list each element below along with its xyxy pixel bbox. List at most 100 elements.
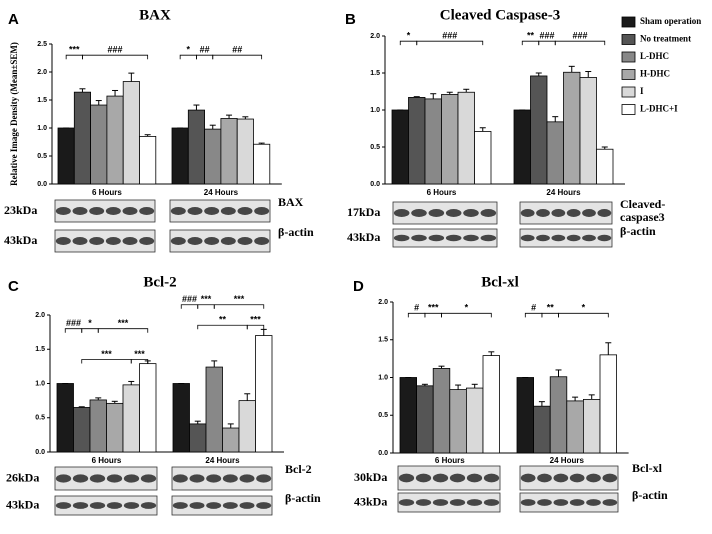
bar xyxy=(432,368,451,454)
bar xyxy=(253,143,271,185)
blot-band xyxy=(483,473,500,483)
x-tick-label: 24 Hours xyxy=(550,456,585,465)
blot-band xyxy=(483,499,500,506)
significance-label: * xyxy=(465,303,469,313)
blot-band xyxy=(551,234,566,242)
blot-band xyxy=(254,237,270,245)
bar xyxy=(238,400,256,453)
significance-bracket xyxy=(538,40,556,46)
blot-band xyxy=(393,234,410,242)
significance-label: *** xyxy=(250,315,261,325)
blot-protein: β-actin xyxy=(285,492,321,505)
significance-bracket xyxy=(424,312,442,318)
significance-label: # xyxy=(414,303,419,313)
blot-protein: β-actin xyxy=(632,489,668,502)
bar xyxy=(139,363,157,453)
bar xyxy=(73,407,91,453)
blot-band xyxy=(428,234,445,242)
blot-image xyxy=(519,228,613,248)
blot-band xyxy=(480,209,497,217)
y-tick-label: 1.0 xyxy=(35,380,45,387)
y-tick-label: 0.5 xyxy=(35,415,45,422)
blot-band xyxy=(569,473,585,483)
blot-image xyxy=(171,466,273,491)
blot-band xyxy=(187,207,203,215)
blot-protein-label: β-actin xyxy=(278,226,314,239)
bar xyxy=(583,398,601,454)
blot-kda: 43kDa xyxy=(6,497,39,511)
y-tick-label: 0.0 xyxy=(378,450,388,457)
bar xyxy=(482,355,501,454)
blot-kda: 43kDa xyxy=(354,494,387,508)
blot-kda: 26kDa xyxy=(6,470,39,484)
blot-band xyxy=(55,474,72,483)
chart-title: Bcl-2 xyxy=(143,274,176,290)
blot-band xyxy=(415,499,432,506)
significance-bracket xyxy=(441,312,492,318)
blot-band xyxy=(204,207,220,215)
blot-band xyxy=(411,209,427,217)
blot-band xyxy=(256,474,272,483)
blot-protein: β-actin xyxy=(620,225,656,238)
y-tick-label: 0.5 xyxy=(370,144,380,151)
significance-label: ### xyxy=(442,31,457,41)
bar xyxy=(255,335,273,453)
blot-protein-label: β-actin xyxy=(285,492,321,505)
significance-label: *** xyxy=(134,349,145,359)
y-tick-label: 0.0 xyxy=(37,181,47,188)
legend-swatch xyxy=(621,86,636,98)
blot-image xyxy=(392,201,498,225)
y-tick-label: 1.0 xyxy=(378,374,388,381)
blot-band xyxy=(536,209,550,217)
legend-label: I xyxy=(640,86,644,96)
blot-band xyxy=(411,234,427,242)
chart-title: BAX xyxy=(139,7,171,23)
blot-band xyxy=(189,502,205,509)
blot-image xyxy=(519,465,619,491)
blot-band xyxy=(398,473,415,483)
legend-swatch xyxy=(621,51,636,63)
blot-protein: BAX xyxy=(278,196,304,209)
blot-band xyxy=(582,234,596,242)
bar xyxy=(513,109,531,185)
legend-swatch xyxy=(621,104,636,115)
bar xyxy=(457,91,475,185)
blot-band xyxy=(445,209,462,217)
blot-band xyxy=(520,234,535,242)
significance-bracket xyxy=(179,54,197,60)
significance-label: * xyxy=(582,303,586,313)
x-tick-label: 24 Hours xyxy=(204,188,239,197)
blot-band xyxy=(553,473,569,483)
legend-label: H-DHC xyxy=(640,69,670,79)
panel-letter: D xyxy=(353,278,364,295)
blot-band xyxy=(222,502,238,509)
blot-protein-label: BAX xyxy=(278,196,304,209)
y-tick-label: 2.0 xyxy=(370,33,380,40)
blot-band xyxy=(106,474,123,483)
blot-band xyxy=(206,474,222,483)
blot-protein: Bcl-xl xyxy=(632,462,662,475)
significance-label: ## xyxy=(232,45,242,55)
bar xyxy=(408,97,426,185)
blot-image xyxy=(169,199,271,223)
significance-bracket xyxy=(541,312,559,318)
significance-label: *** xyxy=(69,45,80,55)
bar xyxy=(171,127,189,185)
bar xyxy=(546,121,564,185)
blot-protein-label: Cleaved-caspase3 xyxy=(620,198,666,224)
blot-image xyxy=(397,492,501,513)
bar xyxy=(56,383,74,453)
blot-band xyxy=(551,209,566,217)
legend-label: Sham operation xyxy=(640,16,701,26)
bar xyxy=(122,384,140,453)
blot-band xyxy=(256,502,272,509)
significance-label: ** xyxy=(547,303,555,313)
blot-band xyxy=(449,473,466,483)
bar xyxy=(89,399,107,453)
blot-band xyxy=(239,474,255,483)
x-tick-label: 6 Hours xyxy=(435,456,465,465)
significance-bracket xyxy=(197,304,215,309)
blot-band xyxy=(432,499,449,506)
y-tick-label: 1.0 xyxy=(370,107,380,114)
